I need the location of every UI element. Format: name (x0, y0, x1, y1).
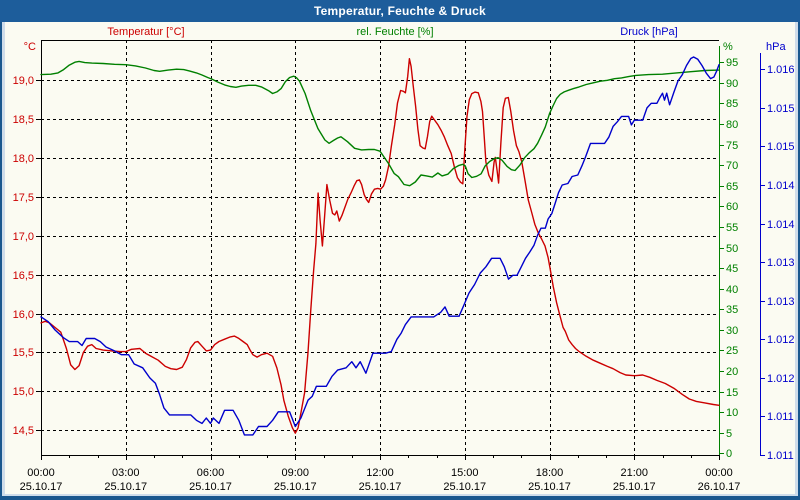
date-label: 25.10.17 (528, 481, 571, 493)
temperature-tick-label: 15,5 (13, 347, 34, 359)
date-label: 25.10.17 (359, 481, 402, 493)
pressure-tick-label: 1.013 (767, 257, 795, 269)
pressure-tick-label: 1.011 (767, 411, 794, 423)
temperature-axis: 19,0 18,5 18,0 17,5 17,0 16,5 16,0 15,5 15,0 14,5 (13, 75, 41, 437)
date-label: 25.10.17 (189, 481, 232, 493)
temperature-tick-label: 16,0 (13, 309, 34, 321)
pressure-tick-label: 1.012 (767, 334, 795, 346)
gridlines (41, 40, 719, 455)
pressure-tick-label: 1.014 (767, 180, 795, 192)
time-label: 06:00 (197, 467, 225, 479)
window-titlebar[interactable]: Temperatur, Feuchte & Druck (0, 0, 800, 22)
window-frame-bottom (0, 496, 800, 500)
pressure-curve (40, 56, 720, 436)
humidity-tick-label: 50 (726, 243, 738, 255)
temperature-tick-label: 17,5 (13, 192, 34, 204)
humidity-tick-label: 0 (726, 448, 732, 460)
humidity-tick-label: 5 (726, 428, 732, 440)
window-title: Temperatur, Feuchte & Druck (314, 4, 486, 18)
pressure-tick-label: 1.011 (767, 450, 794, 462)
time-label: 00:00 (705, 467, 733, 479)
date-label: 25.10.17 (443, 481, 486, 493)
humidity-tick-label: 15 (726, 387, 738, 399)
date-label: 25.10.17 (104, 481, 147, 493)
pressure-tick-label: 1.013 (767, 296, 795, 308)
temperature-tick-label: 18,0 (13, 153, 34, 165)
humidity-tick-label: 45 (726, 263, 738, 275)
temperature-axis-unit: °C (23, 41, 36, 53)
humidity-tick-label: 95 (726, 57, 738, 69)
time-label: 18:00 (536, 467, 564, 479)
humidity-tick-label: 55 (726, 222, 738, 234)
pressure-tick-label: 1.012 (767, 373, 795, 385)
humidity-tick-label: 40 (726, 284, 738, 296)
time-label: 03:00 (112, 467, 140, 479)
pressure-tick-label: 1.015 (767, 103, 795, 115)
humidity-tick-label: 60 (726, 201, 738, 213)
humidity-tick-label: 85 (726, 98, 738, 110)
time-label: 15:00 (451, 467, 479, 479)
time-label: 21:00 (620, 467, 648, 479)
pressure-tick-label: 1.015 (767, 141, 795, 153)
time-label: 09:00 (281, 467, 309, 479)
humidity-tick-label: 75 (726, 140, 738, 152)
temperature-tick-label: 14,5 (13, 425, 34, 437)
temperature-tick-label: 15,0 (13, 386, 34, 398)
pressure-axis-unit: hPa (766, 41, 786, 53)
temperature-tick-label: 17,0 (13, 231, 34, 243)
humidity-axis-unit: % (723, 41, 733, 53)
humidity-tick-label: 70 (726, 160, 738, 172)
pressure-tick-label: 1.014 (767, 219, 795, 231)
pressure-tick-label: 1.016 (767, 64, 795, 76)
time-axis: 00:00 25.10.17 03:00 25.10.17 06:00 25.10.17 0… (20, 455, 741, 493)
humidity-tick-label: 25 (726, 345, 738, 357)
time-label: 00:00 (27, 467, 55, 479)
date-label: 25.10.17 (20, 481, 63, 493)
date-label: 26.10.17 (698, 481, 741, 493)
temperature-series-label: Temperatur [°C] (107, 26, 185, 38)
humidity-tick-label: 20 (726, 366, 738, 378)
date-label: 25.10.17 (613, 481, 656, 493)
temperature-tick-label: 16,5 (13, 270, 34, 282)
humidity-series-label: rel. Feuchte [%] (356, 26, 434, 38)
pressure-series-label: Druck [hPa] (620, 26, 678, 38)
temperature-tick-label: 19,0 (13, 75, 34, 87)
humidity-tick-label: 35 (726, 304, 738, 316)
date-label: 25.10.17 (274, 481, 317, 493)
humidity-curve (40, 60, 720, 187)
humidity-tick-label: 30 (726, 325, 738, 337)
humidity-tick-label: 90 (726, 78, 738, 90)
temperature-tick-label: 18,5 (13, 114, 34, 126)
time-label: 12:00 (366, 467, 394, 479)
humidity-tick-label: 80 (726, 119, 738, 131)
pressure-axis: 1.016 1.015 1.015 1.014 1.014 1.013 1.013 1.012… (759, 53, 795, 462)
humidity-tick-label: 65 (726, 181, 738, 193)
humidity-tick-label: 10 (726, 407, 738, 419)
temperature-curve (40, 58, 720, 434)
chart-background (5, 22, 795, 494)
